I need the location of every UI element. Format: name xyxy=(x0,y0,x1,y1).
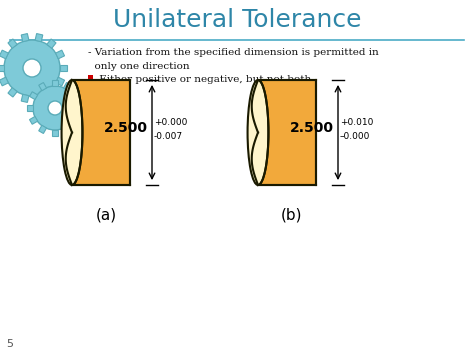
Text: 5: 5 xyxy=(6,339,13,349)
Bar xyxy=(88,75,93,80)
Text: +0.010: +0.010 xyxy=(340,118,374,127)
Ellipse shape xyxy=(247,80,268,185)
Polygon shape xyxy=(8,39,17,48)
Polygon shape xyxy=(64,82,71,91)
Text: (b): (b) xyxy=(281,207,303,222)
Polygon shape xyxy=(47,88,56,97)
Polygon shape xyxy=(0,77,9,86)
Polygon shape xyxy=(55,77,64,86)
Text: (a): (a) xyxy=(95,207,117,222)
Polygon shape xyxy=(21,94,29,103)
Circle shape xyxy=(48,101,62,115)
Polygon shape xyxy=(29,116,38,124)
Polygon shape xyxy=(47,39,56,48)
Polygon shape xyxy=(52,130,58,136)
Polygon shape xyxy=(8,88,17,97)
Bar xyxy=(258,80,316,185)
Polygon shape xyxy=(64,125,71,133)
Polygon shape xyxy=(39,82,46,91)
Text: -0.007: -0.007 xyxy=(154,132,183,141)
Polygon shape xyxy=(73,116,81,124)
Bar xyxy=(72,80,130,185)
Polygon shape xyxy=(0,65,4,71)
Circle shape xyxy=(33,86,77,130)
Polygon shape xyxy=(55,50,64,59)
Polygon shape xyxy=(60,65,67,71)
Text: 2.500: 2.500 xyxy=(290,121,334,136)
Text: Unilateral Tolerance: Unilateral Tolerance xyxy=(113,8,361,32)
Polygon shape xyxy=(76,105,83,111)
Text: +0.000: +0.000 xyxy=(154,118,187,127)
Polygon shape xyxy=(29,92,38,99)
Polygon shape xyxy=(35,94,43,103)
Circle shape xyxy=(4,40,60,96)
Polygon shape xyxy=(27,105,34,111)
Polygon shape xyxy=(0,50,9,59)
Text: only one direction: only one direction xyxy=(88,62,190,71)
Polygon shape xyxy=(39,125,46,133)
Polygon shape xyxy=(35,34,43,42)
Text: 2.500: 2.500 xyxy=(104,121,148,136)
Text: - Variation from the specified dimension is permitted in: - Variation from the specified dimension… xyxy=(88,48,379,57)
Text: Either positive or negative, but not both.: Either positive or negative, but not bot… xyxy=(96,75,315,84)
Polygon shape xyxy=(21,34,29,42)
Ellipse shape xyxy=(62,80,82,185)
Polygon shape xyxy=(73,92,81,99)
Circle shape xyxy=(23,59,41,77)
Text: –0.000: –0.000 xyxy=(340,132,370,141)
Polygon shape xyxy=(52,80,58,87)
